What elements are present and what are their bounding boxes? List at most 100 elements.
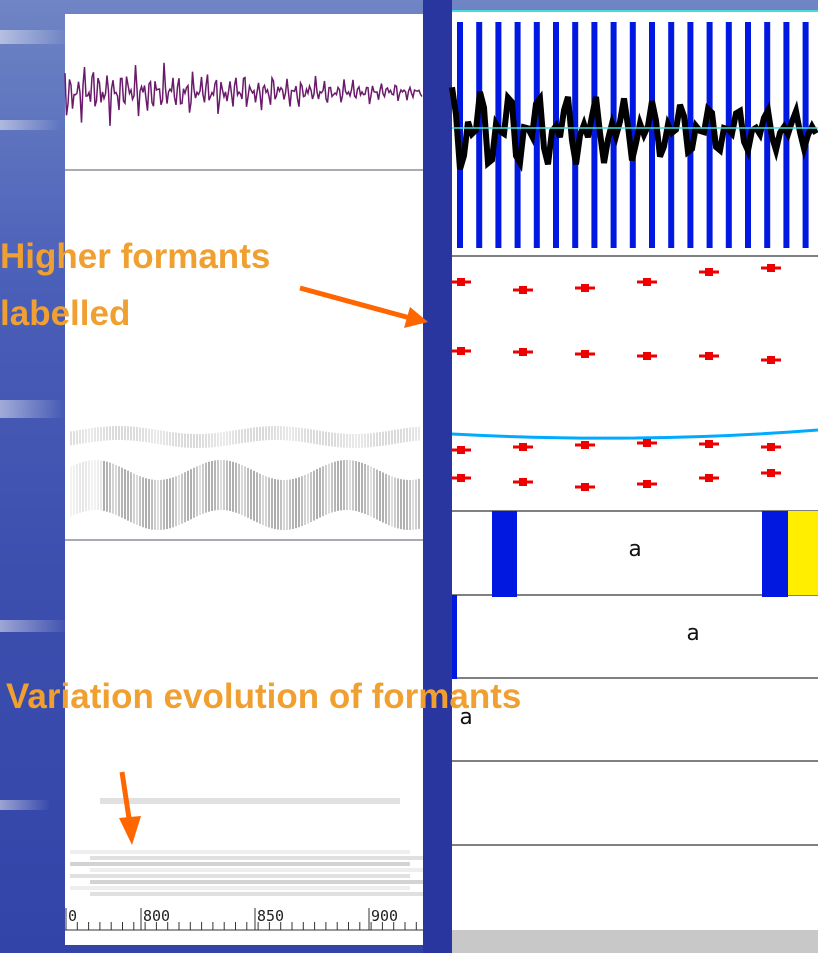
spectral-band xyxy=(412,480,414,530)
ruler-label: 900 xyxy=(371,907,398,925)
formant-marker xyxy=(581,441,589,449)
spectral-band xyxy=(124,426,126,440)
spectral-band xyxy=(328,464,330,514)
spectral-band xyxy=(328,432,330,446)
spectral-band xyxy=(286,480,288,530)
spectral-band xyxy=(280,480,282,530)
spectral-band xyxy=(202,434,204,448)
spectral-band xyxy=(130,472,132,522)
spectral-band xyxy=(406,428,408,442)
spectral-band xyxy=(331,432,333,446)
spectral-band xyxy=(82,429,84,443)
spectral-band xyxy=(88,460,90,510)
spectral-band xyxy=(409,480,411,530)
formant-marker xyxy=(519,348,527,356)
spectral-band xyxy=(259,474,261,524)
spectral-band xyxy=(208,434,210,448)
annotation: labelled xyxy=(0,294,130,333)
spectral-band xyxy=(181,433,183,447)
spectral-band xyxy=(289,480,291,530)
spectral-band xyxy=(142,477,144,527)
spectral-band xyxy=(103,427,105,441)
formant-marker xyxy=(767,443,775,451)
annotation: Variation evolution of formants xyxy=(6,677,521,716)
spectral-band xyxy=(412,427,414,441)
spectral-band xyxy=(418,427,420,441)
spectral-band xyxy=(340,433,342,447)
spectral-band xyxy=(319,468,321,518)
formant-marker xyxy=(519,478,527,486)
formant-marker xyxy=(643,439,651,447)
spectral-band xyxy=(118,426,120,440)
spectral-band xyxy=(322,431,324,445)
spectral-band xyxy=(187,471,189,521)
spectral-band xyxy=(88,429,90,443)
spectral-band xyxy=(76,464,78,514)
spectral-band xyxy=(196,434,198,448)
formant-marker xyxy=(457,474,465,482)
spectral-band xyxy=(361,463,363,513)
spectral-band xyxy=(151,429,153,443)
spectral-band xyxy=(79,463,81,513)
tier-label: a xyxy=(686,621,699,646)
spectral-band xyxy=(319,431,321,445)
spectral-band xyxy=(391,430,393,444)
spectral-band xyxy=(106,426,108,440)
spectral-band xyxy=(121,468,123,518)
spectral-band xyxy=(220,460,222,510)
spectral-band xyxy=(313,471,315,521)
spectral-band xyxy=(238,430,240,444)
spectral-band xyxy=(184,472,186,522)
formant-marker xyxy=(705,352,713,360)
spectral-band xyxy=(358,434,360,448)
spectral-band xyxy=(265,426,267,440)
formant-marker xyxy=(519,286,527,294)
spectral-band xyxy=(70,850,410,854)
spectral-band xyxy=(403,428,405,442)
formant-marker xyxy=(643,278,651,286)
spectral-band xyxy=(397,478,399,528)
spectral-band xyxy=(268,426,270,440)
spectral-band xyxy=(253,471,255,521)
spectral-band xyxy=(292,427,294,441)
spectral-band xyxy=(118,466,120,516)
spectral-band xyxy=(178,433,180,447)
spectral-band xyxy=(139,427,141,441)
tier-label: a xyxy=(628,537,641,562)
spectral-band xyxy=(157,430,159,444)
spectral-band xyxy=(325,465,327,515)
spectral-band xyxy=(193,434,195,448)
annotation: Higher formants xyxy=(0,237,270,276)
spectral-band xyxy=(385,431,387,445)
spectral-band xyxy=(409,428,411,442)
spectral-band xyxy=(298,477,300,527)
spectral-band xyxy=(211,433,213,447)
spectral-band xyxy=(400,479,402,529)
spectral-band xyxy=(307,474,309,524)
spectral-band xyxy=(295,478,297,528)
spectral-band xyxy=(307,429,309,443)
spectral-band xyxy=(148,429,150,443)
segment-boundary xyxy=(492,511,517,597)
spectral-band xyxy=(376,470,378,520)
spectral-band xyxy=(229,431,231,445)
pitch-mark xyxy=(476,22,482,248)
spectral-band xyxy=(97,460,99,510)
spectral-band xyxy=(244,429,246,443)
spectral-band xyxy=(172,432,174,446)
formant-marker xyxy=(643,480,651,488)
spectral-band xyxy=(244,466,246,516)
spectral-band xyxy=(115,465,117,515)
spectral-band xyxy=(70,874,410,878)
spectral-band xyxy=(175,433,177,447)
spectral-band xyxy=(352,434,354,448)
formant-marker xyxy=(581,483,589,491)
spectral-band xyxy=(325,432,327,446)
spectral-band xyxy=(415,427,417,441)
spectral-band xyxy=(355,461,357,511)
spectral-band xyxy=(337,461,339,511)
spectral-band xyxy=(289,427,291,441)
spectral-band xyxy=(223,432,225,446)
formant-marker xyxy=(767,264,775,272)
spectral-band xyxy=(109,463,111,513)
